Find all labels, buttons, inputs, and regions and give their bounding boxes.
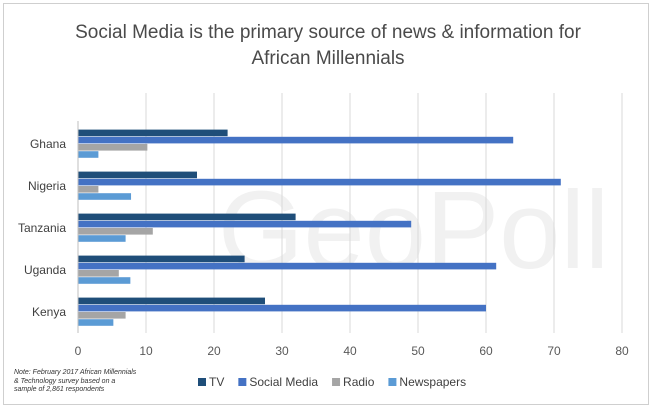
bar-social-media [78,136,514,144]
x-tick-label: 10 [139,344,153,358]
legend-label: Newspapers [399,375,466,389]
bar-social-media [78,262,497,270]
bar-radio [78,228,153,235]
bar-tv [78,297,265,305]
x-tick-label: 70 [547,344,561,358]
bar-newspapers [78,277,131,284]
bar-tv [78,171,197,179]
category-label: Tanzania [18,221,66,235]
category-label: Ghana [30,137,66,151]
chart-title-line-2: African Millennials [251,48,404,69]
bar-social-media [78,220,412,228]
legend-label: TV [209,375,224,389]
category-label: Kenya [32,305,66,319]
chart-title-line-1: Social Media is the primary source of ne… [75,22,581,43]
x-tick-label: 50 [411,344,425,358]
bar-radio [78,186,99,193]
survey-note-line: sample of 2,861 respondents [14,386,105,393]
watermark: GeoPoll [218,169,609,292]
x-tick-label: 30 [275,344,289,358]
bar-newspapers [78,319,114,326]
bar-tv [78,129,228,137]
x-tick-label: 0 [75,344,82,358]
bar-newspapers [78,235,126,242]
legend-swatch [198,378,206,386]
bar-social-media [78,304,486,312]
survey-note-line: Note: February 2017 African Millennials [14,369,137,376]
x-tick-label: 40 [343,344,357,358]
bar-radio [78,312,126,319]
legend-swatch [332,378,341,386]
legend-label: Radio [343,375,375,389]
bar-radio [78,270,119,277]
bar-tv [78,255,245,263]
bar-social-media [78,178,561,186]
survey-note-line: & Technology survey based on a [14,377,116,385]
legend-swatch [238,378,247,386]
category-label: Uganda [24,263,66,277]
x-tick-label: 20 [207,344,221,358]
bar-newspapers [78,193,132,200]
legend-swatch [388,378,397,386]
bar-tv [78,213,296,221]
x-tick-label: 60 [479,344,493,358]
survey-note: Note: February 2017 African Millennials … [14,369,144,395]
category-label: Nigeria [28,179,66,193]
bar-radio [78,144,148,151]
bar-newspapers [78,151,99,158]
x-tick-label: 80 [615,344,629,358]
chart-frame [3,3,649,405]
legend-label: Social Media [249,375,318,389]
